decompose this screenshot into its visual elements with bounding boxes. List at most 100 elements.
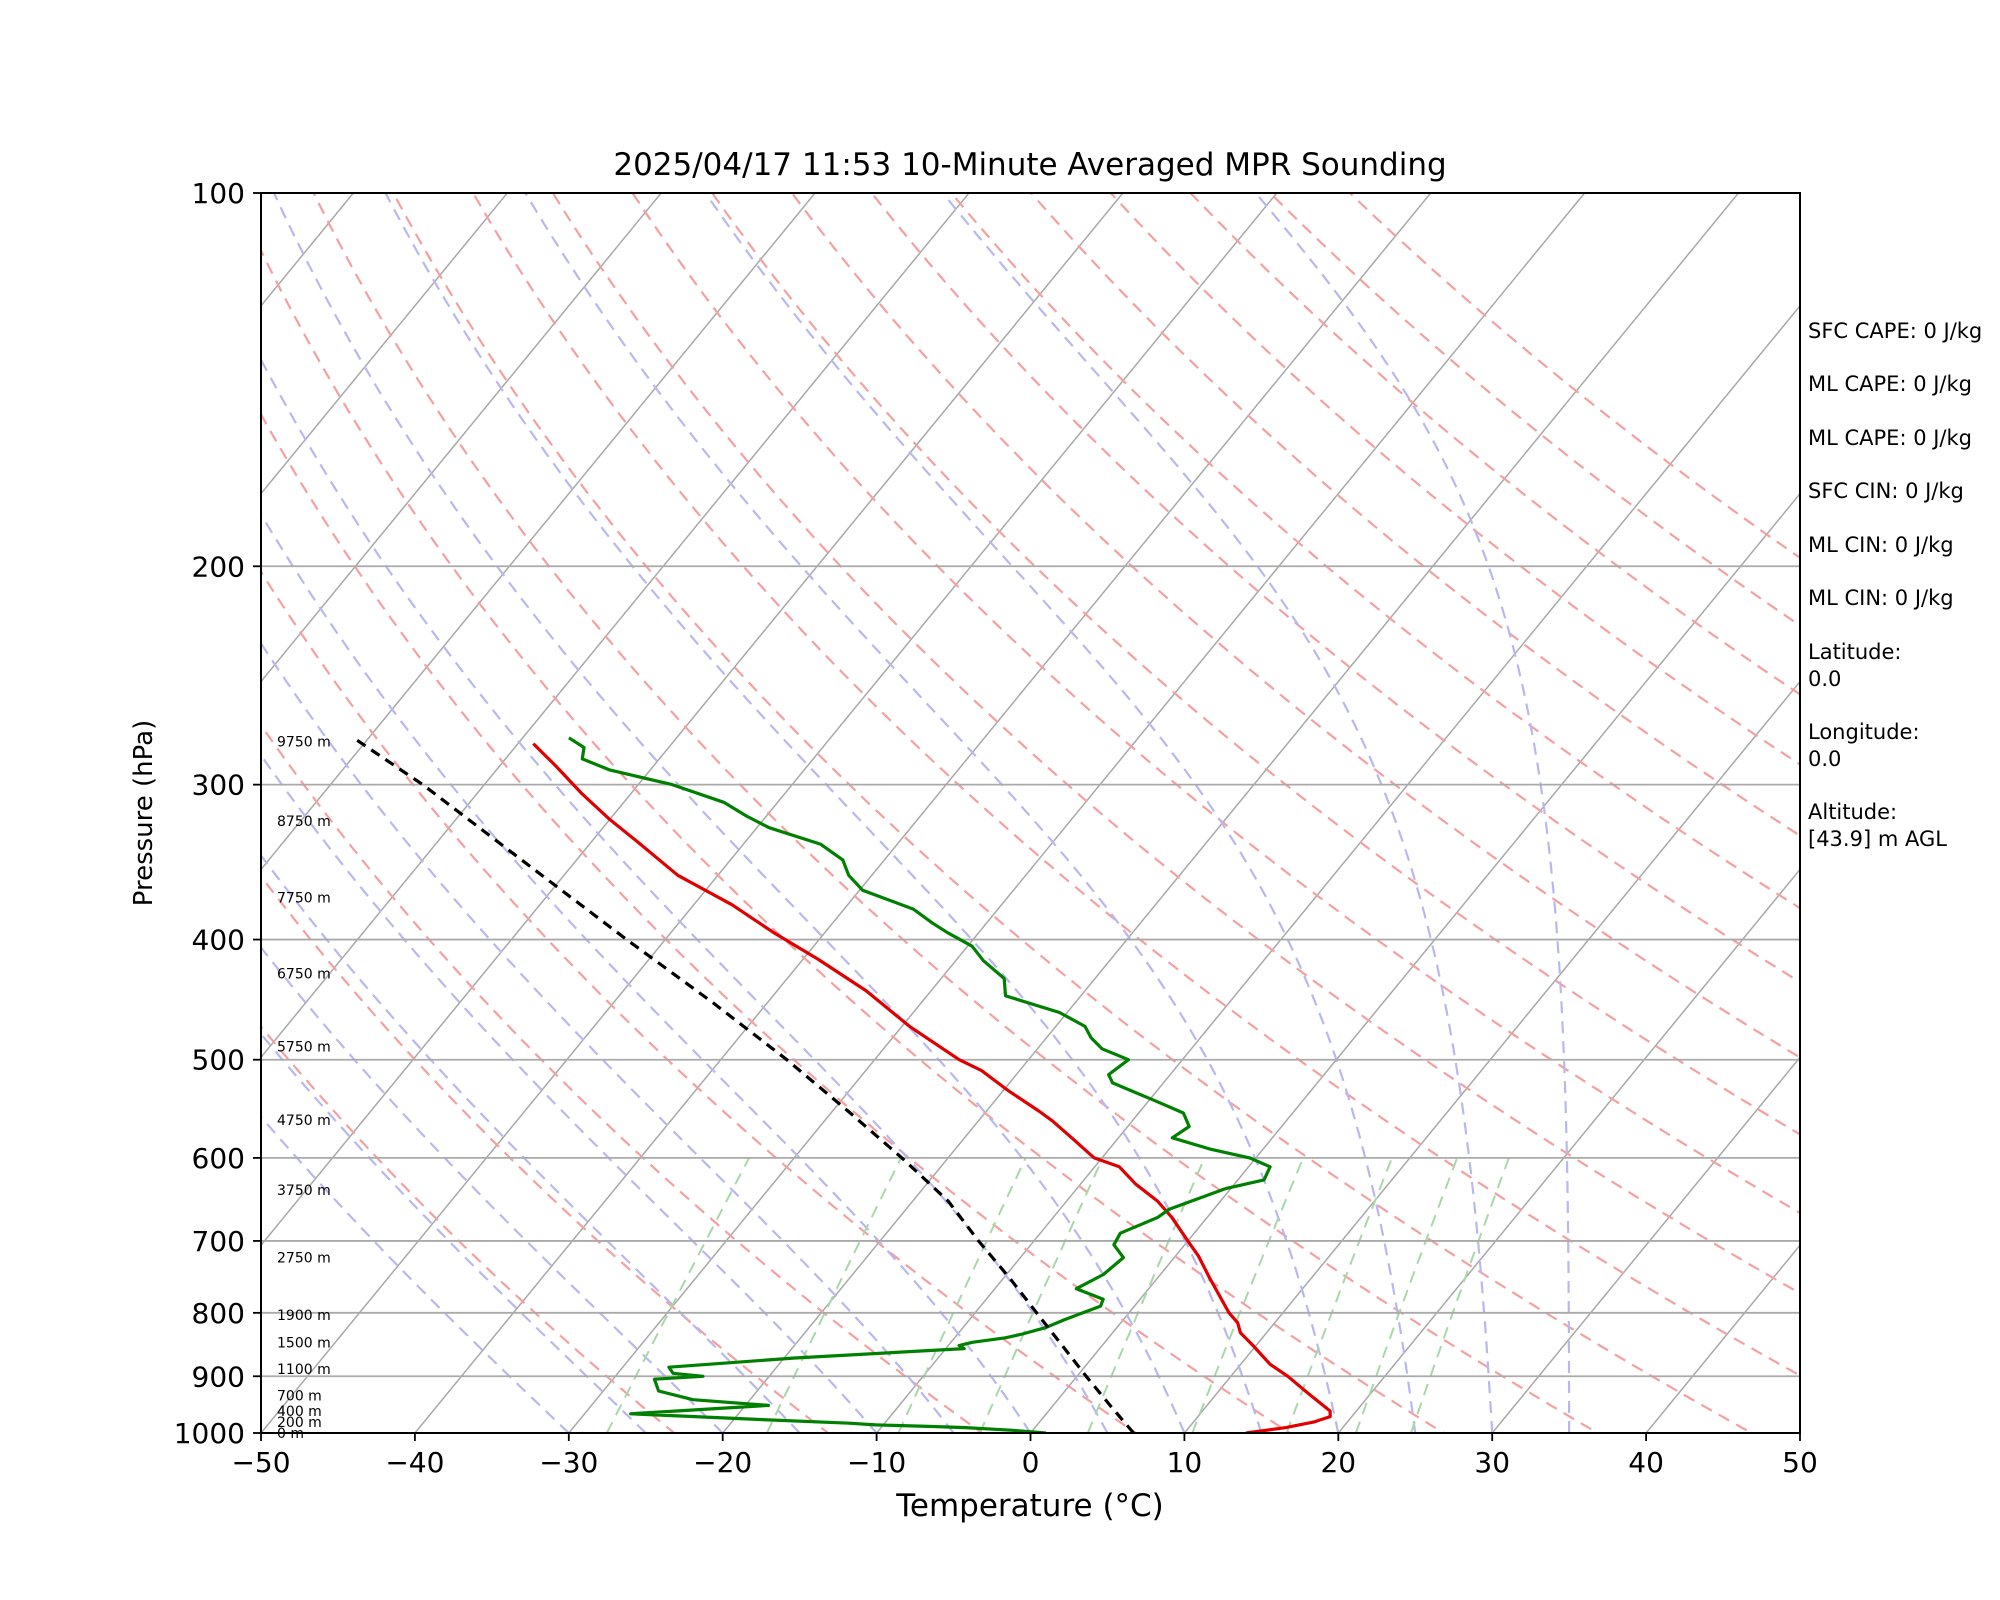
y-tick-label: 900 [192,1360,245,1393]
dry-adiabat-line [261,412,1292,1433]
temperature-line [532,742,1332,1433]
mixing-ratio-line [1410,1157,1510,1433]
x-tick-label: 30 [1474,1446,1510,1479]
height-label: 7750 m [277,891,331,907]
x-tick-label: 20 [1320,1446,1356,1479]
isotherm-line [413,193,1432,1433]
longitude-text: Longitude: 0.0 [1808,720,1920,771]
x-tick-label: −50 [231,1446,290,1479]
dry-adiabat-line [1029,193,1800,837]
ml-cin-text: ML CIN: 0 J/kg [1808,533,1954,557]
y-axis-label: Pressure (hPa) [129,720,159,907]
moist-adiabat-line [261,1032,647,1433]
height-label: 9750 m [277,735,331,751]
height-label: 3750 m [277,1183,331,1199]
ml-cin-text-2: ML CIN: 0 J/kg [1808,586,1954,610]
height-label: 6750 m [277,966,331,982]
height-label: 5750 m [277,1040,331,1056]
altitude-text: Altitude: [43.9] m AGL [1808,800,1947,851]
dry-adiabat-line [551,193,1800,1295]
moist-adiabat-line [704,193,1417,1433]
sfc-cin-text: SFC CIN: 0 J/kg [1808,479,1964,503]
isotherm-line [875,304,1800,1433]
moist-adiabat-line [524,193,1340,1433]
dry-adiabat-line [312,193,1600,1433]
y-tick-label: 800 [192,1297,245,1330]
y-tick-label: 1000 [174,1417,245,1450]
dry-adiabat-line [261,1024,676,1433]
mixing-ratio-line [1086,1157,1206,1433]
isotherm-line [261,193,1124,1247]
dewpoint-line [568,736,1272,1433]
x-axis-label: Temperature (°C) [895,1488,1164,1524]
isotherm-line [1183,680,1800,1433]
mixing-ratio-line [765,1157,902,1433]
isotherm-line [261,193,663,683]
isotherm-line [721,193,1740,1433]
x-tick-label: 40 [1628,1446,1664,1479]
moist-adiabat-line [261,641,955,1433]
height-label: 1500 m [277,1335,331,1351]
dry-adiabat-line [261,723,984,1433]
dry-adiabat-line [261,248,1446,1433]
isotherm-line [1337,868,1800,1433]
parcel-line [352,736,1135,1433]
height-label: 200 m [277,1415,322,1431]
dry-adiabat-line [949,193,1800,910]
moist-adiabat-line [261,512,1032,1433]
ml-cape-text: ML CAPE: 0 J/kg [1808,372,1973,396]
isotherm-line [567,193,1586,1433]
mixing-ratio-line [605,1157,750,1433]
chart-title: 2025/04/17 11:53 10-Minute Averaged MPR … [613,147,1446,183]
moist-adiabat-line [384,193,1263,1433]
x-tick-label: 50 [1782,1446,1818,1479]
mixing-ratio-line [1354,1157,1459,1433]
x-tick-label: −20 [693,1446,752,1479]
moist-adiabat-line [272,193,1186,1433]
isotherm-line [0,165,68,1459]
y-tick-label: 100 [192,177,245,210]
y-tick-label: 600 [192,1142,245,1175]
x-tick-label: −10 [847,1446,906,1479]
height-label: 8750 m [277,814,331,830]
height-label: 4750 m [277,1113,331,1129]
y-axis-ticks: 100 200 300 400 500 600 700 800 900 1000 [174,177,261,1450]
x-tick-label: 0 [1022,1446,1040,1479]
x-axis-ticks: −50 −40 −30 −20 −10 0 10 20 30 40 50 [231,1433,1818,1479]
y-tick-label: 700 [192,1225,245,1258]
dry-adiabat-line [261,874,830,1433]
height-label: 400 m [277,1404,322,1420]
sfc-cape-text: SFC CAPE: 0 J/kg [1808,319,1983,343]
dry-adiabat-line [790,193,1800,1059]
height-label: 700 m [277,1389,322,1405]
isotherm-line [1491,1056,1800,1433]
isobar-gridlines [261,565,1800,1378]
moist-adiabat-line [261,853,801,1433]
x-tick-label: −30 [539,1446,598,1479]
y-tick-label: 400 [192,924,245,957]
isotherm-line [261,193,509,495]
dry-adiabat-line [261,569,1138,1433]
background-lines [0,165,1800,1459]
ml-cape-text-2: ML CAPE: 0 J/kg [1808,426,1973,450]
latitude-text: Latitude: 0.0 [1808,640,1902,691]
height-label: 1900 m [277,1308,331,1324]
x-tick-label: 10 [1167,1446,1203,1479]
isotherm-line [0,165,222,1459]
dry-adiabat-line [471,193,1800,1377]
dry-adiabat-line [710,193,1800,1136]
isotherm-line [261,193,817,871]
moist-adiabat-line [261,753,878,1433]
height-label: 1100 m [277,1362,331,1378]
height-label: 0 m [277,1426,304,1442]
y-tick-label: 200 [192,550,245,583]
x-tick-label: −40 [385,1446,444,1479]
profile-lines [352,736,1332,1433]
moist-adiabat-line [942,193,1494,1433]
moist-adiabat-line [1254,193,1571,1433]
height-label: 2750 m [277,1251,331,1267]
mixing-ratio-line [897,1157,1027,1433]
isotherm-line [261,193,1278,1433]
